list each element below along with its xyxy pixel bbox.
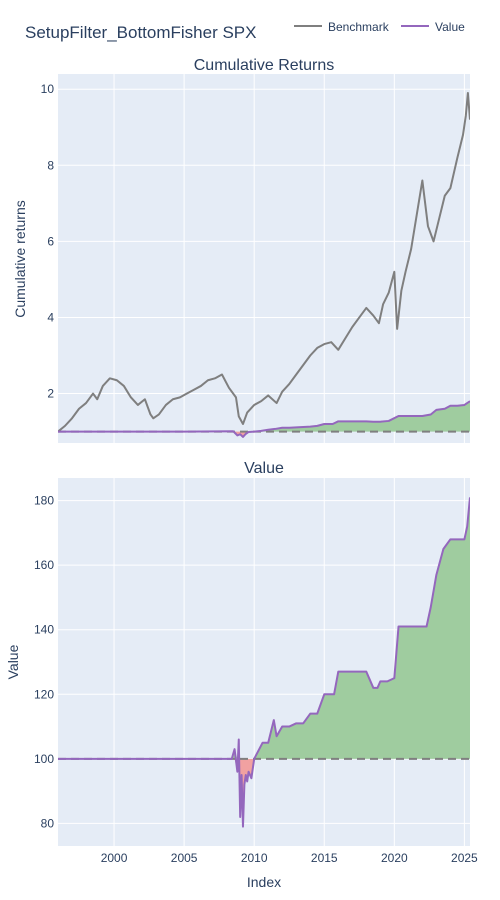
y-tick-label: 160	[34, 558, 54, 572]
value-panel: 80 100 120 140 160 180 2000 2005 2010 2015 2020 202…	[34, 478, 478, 865]
y-tick-label: 100	[34, 752, 54, 766]
y-tick-label: 8	[47, 158, 54, 172]
series-layer	[58, 92, 470, 438]
benchmark-series-line[interactable]	[58, 92, 470, 433]
x-tick-label: 2005	[171, 851, 198, 865]
y-tick-label: 4	[47, 310, 54, 324]
value-series-line[interactable]	[58, 497, 470, 828]
figure-title: SetupFilter_BottomFisher SPX	[25, 23, 256, 42]
y-tick-label: 120	[34, 687, 54, 701]
x-tick-label: 2010	[241, 851, 268, 865]
y-tick-label: 80	[41, 816, 55, 830]
y-tick-label: 6	[47, 234, 54, 248]
y-tick-label: 140	[34, 623, 54, 637]
value-series-line[interactable]	[58, 400, 470, 438]
x-tick-label: 2000	[101, 851, 128, 865]
gain-area	[58, 497, 470, 759]
cumulative-returns-panel: 2 4 6 8 10	[41, 74, 470, 443]
y-tick-label: 180	[34, 494, 54, 508]
x-axis-title: Index	[247, 874, 281, 890]
legend: Benchmark Value	[294, 20, 465, 34]
legend-value-label[interactable]: Value	[435, 20, 465, 34]
plot-background	[58, 74, 470, 443]
x-tick-label: 2015	[311, 851, 338, 865]
legend-benchmark-label[interactable]: Benchmark	[328, 20, 390, 34]
gain-area	[58, 401, 470, 432]
value-subplot-title: Value	[244, 460, 284, 477]
y-tick-label: 2	[47, 387, 54, 401]
y-tick-label: 10	[41, 82, 55, 96]
series-layer	[58, 497, 470, 828]
x-tick-label: 2020	[381, 851, 408, 865]
cumulative-returns-subplot-title: Cumulative Returns	[194, 57, 335, 74]
x-tick-label: 2025	[451, 851, 478, 865]
value-ylabel: Value	[5, 644, 21, 679]
cumulative-returns-ylabel: Cumulative returns	[12, 200, 28, 318]
